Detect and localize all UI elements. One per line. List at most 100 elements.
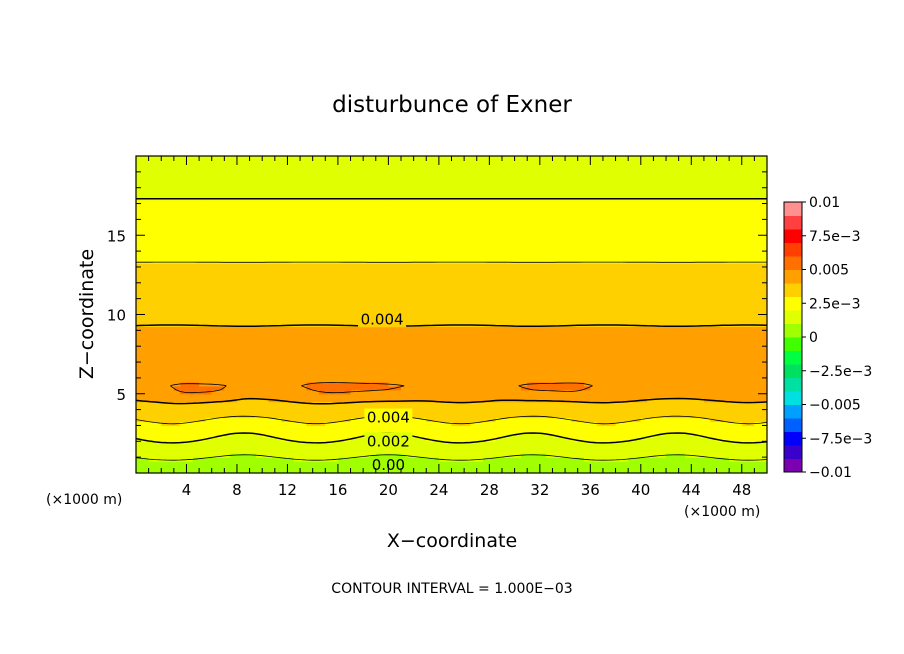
field-cell [205, 362, 213, 367]
field-cell [476, 282, 484, 288]
field-cell [243, 306, 251, 312]
field-cell [382, 397, 389, 403]
field-cell [249, 274, 257, 280]
field-cell [571, 461, 579, 466]
field-cell [300, 397, 307, 403]
field-cell [255, 366, 263, 371]
field-cell [697, 358, 705, 363]
field-cell [571, 369, 579, 375]
field-cell [697, 318, 705, 324]
field-cell [350, 385, 358, 391]
field-cell [136, 441, 143, 446]
field-cell [684, 310, 692, 316]
field-cell [552, 413, 560, 419]
field-cell [224, 449, 232, 454]
field-cell [438, 274, 446, 280]
field-cell [640, 437, 648, 442]
field-cell [230, 385, 238, 391]
field-cell [571, 433, 579, 438]
field-cell [432, 413, 440, 419]
field-cell [382, 362, 389, 367]
field-cell [432, 461, 440, 466]
field-cell [167, 334, 175, 339]
field-cell [142, 441, 150, 446]
field-cell [249, 294, 257, 300]
field-cell [318, 413, 326, 419]
field-cell [413, 338, 421, 343]
field-cell [748, 433, 755, 438]
field-cell [369, 377, 377, 383]
field-cell [533, 437, 541, 442]
field-cell [760, 393, 767, 399]
field-cell [716, 385, 724, 391]
field-cell [363, 330, 371, 335]
field-cell [596, 373, 604, 379]
field-cell [224, 441, 232, 446]
field-cell [306, 282, 314, 288]
field-cell [546, 469, 554, 473]
field-cell [678, 453, 686, 458]
field-cell [527, 461, 535, 466]
field-cell [722, 469, 730, 473]
field-cell [356, 330, 364, 335]
field-cell [571, 449, 579, 454]
field-cell [483, 366, 490, 371]
field-cell [300, 433, 307, 438]
field-cell [666, 310, 673, 316]
field-cell [262, 457, 270, 462]
field-cell [407, 338, 415, 343]
field-cell [697, 421, 705, 427]
field-cell [325, 413, 333, 419]
field-cell [337, 433, 345, 438]
field-cell [161, 413, 169, 419]
field-cell [192, 385, 200, 391]
field-cell [659, 433, 667, 438]
field-cell [293, 377, 301, 383]
field-cell [136, 461, 143, 466]
field-cell [445, 389, 453, 395]
field-cell [716, 421, 724, 427]
field-cell [527, 342, 535, 347]
field-cell [142, 306, 150, 312]
field-cell [666, 326, 673, 331]
field-cell [154, 445, 162, 450]
field-cell [760, 302, 767, 308]
field-cell [684, 381, 692, 387]
field-cell [413, 445, 421, 450]
field-cell [356, 377, 364, 383]
field-cell [312, 286, 320, 292]
field-cell [672, 417, 680, 423]
field-cell [331, 397, 339, 403]
field-cell [495, 298, 503, 304]
field-cell [337, 421, 345, 427]
field-cell [640, 445, 648, 450]
field-cell [337, 318, 345, 324]
field-cell [180, 397, 188, 403]
field-cell [609, 338, 617, 343]
field-cell [489, 457, 497, 462]
field-cell [300, 290, 307, 296]
field-cell [741, 346, 749, 351]
field-cell [590, 373, 598, 379]
field-cell [596, 449, 604, 454]
field-cell [457, 397, 465, 403]
field-cell [628, 469, 636, 473]
field-cell [495, 449, 503, 454]
field-cell [407, 425, 415, 431]
field-cell [483, 425, 490, 431]
field-cell [243, 465, 251, 470]
field-cell [401, 326, 408, 331]
field-cell [148, 381, 156, 387]
field-cell [413, 346, 421, 351]
field-cell [407, 326, 415, 331]
field-cell [508, 354, 516, 359]
field-cell [413, 425, 421, 431]
field-cell [615, 290, 623, 296]
field-cell [262, 286, 270, 292]
field-cell [451, 366, 459, 371]
field-cell [262, 385, 270, 391]
field-cell [236, 465, 244, 470]
field-cell [205, 278, 213, 284]
field-cell [148, 389, 156, 395]
field-cell [432, 417, 440, 423]
